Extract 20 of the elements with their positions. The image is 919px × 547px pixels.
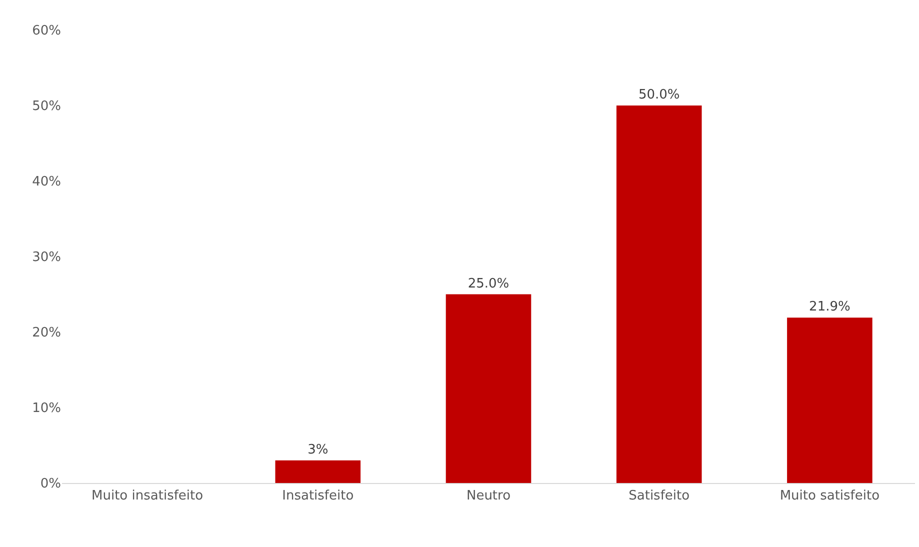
data-label: 21.9% (809, 300, 850, 315)
data-label: 25.0% (468, 276, 510, 292)
y-tick-label: 60% (32, 24, 61, 39)
x-tick-label: Satisfeito (628, 488, 690, 504)
y-tick-label: 30% (32, 250, 61, 266)
bar (446, 294, 532, 483)
y-tick-label: 10% (32, 401, 61, 416)
bar (787, 318, 872, 483)
y-tick-label: 0% (40, 476, 61, 492)
y-tick-label: 20% (32, 326, 61, 341)
y-tick-label: 40% (32, 174, 61, 190)
y-tick-label: 50% (32, 99, 61, 114)
bar (616, 106, 702, 483)
x-tick-label: Muito satisfeito (780, 488, 880, 504)
data-label: 50.0% (638, 88, 680, 102)
bar (275, 460, 361, 483)
x-tick-label: Insatisfeito (282, 488, 354, 504)
x-tick-label: Muito insatisfeito (92, 488, 204, 504)
x-tick-label: Neutro (466, 488, 511, 504)
data-label: 3% (308, 442, 328, 458)
